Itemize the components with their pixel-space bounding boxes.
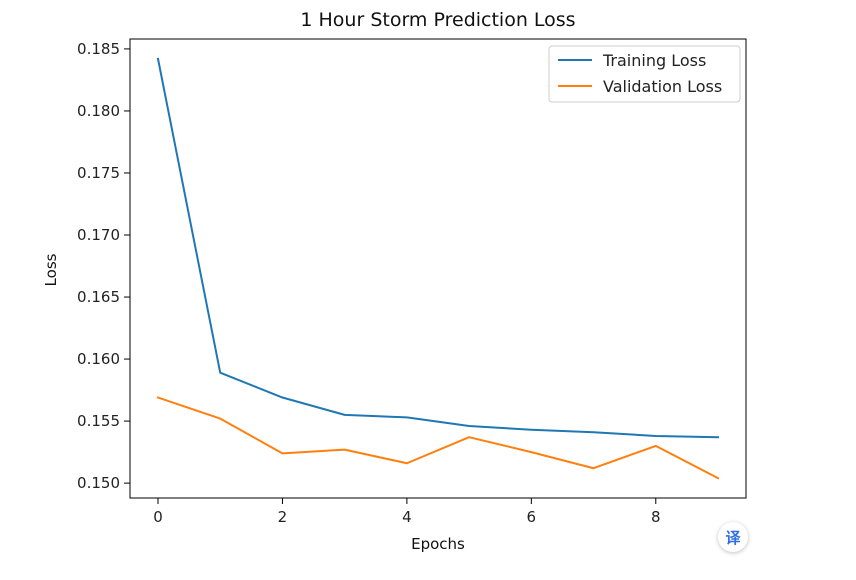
translate-icon: 译 [725,528,741,547]
x-axis-label: Epochs [411,535,465,553]
x-tick-label: 8 [651,508,661,526]
x-tick-label: 6 [527,508,537,526]
x-tick-label: 0 [153,508,163,526]
legend-label-1: Training Loss [602,51,706,70]
y-tick-label: 0.150 [77,474,120,492]
chart-title: 1 Hour Storm Prediction Loss [300,9,575,31]
y-tick-label: 0.175 [77,164,120,182]
series-line-1 [156,57,720,439]
plot-area [156,57,720,480]
axes: 0 2 4 6 8 0.150 0.155 0.160 0.165 0.170 0.175 0.180… [77,38,747,526]
y-tick-label: 0.185 [77,40,120,58]
y-tick-label: 0.165 [77,288,120,306]
series-line-2 [156,396,720,480]
axes-frame [129,38,747,499]
y-axis-label: Loss [42,253,60,286]
x-tick-label: 4 [402,508,412,526]
y-tick-label: 0.170 [77,226,120,244]
y-tick-label: 0.155 [77,412,120,430]
y-tick-label: 0.180 [77,102,120,120]
y-tick-label: 0.160 [77,350,120,368]
x-tick-label: 2 [278,508,288,526]
legend-box [548,45,741,103]
legend: Training Loss Validation Loss [548,45,741,103]
legend-label-2: Validation Loss [603,77,722,96]
translate-button[interactable]: 译 [718,522,748,552]
